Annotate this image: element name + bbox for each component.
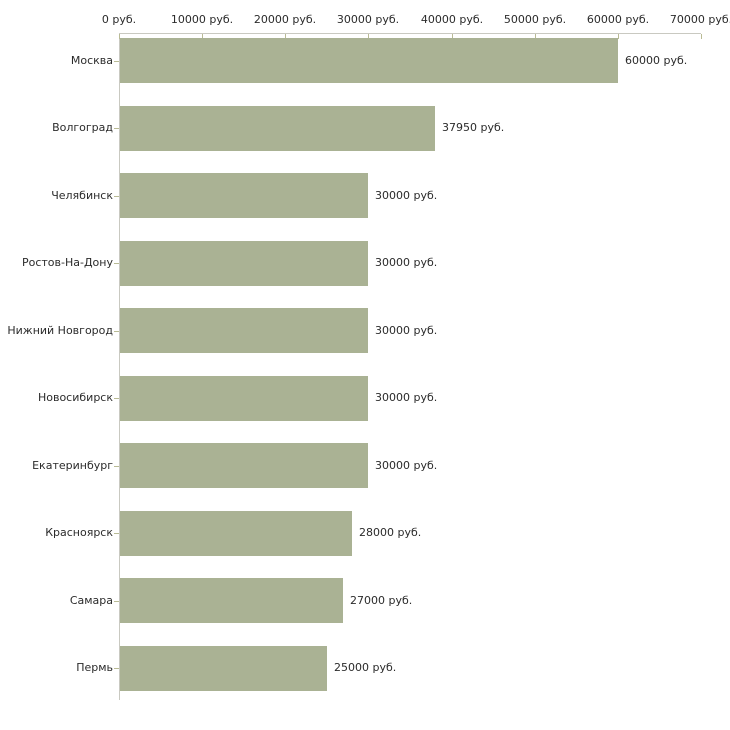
- y-tick-mark: [114, 601, 119, 602]
- y-tick-mark: [114, 668, 119, 669]
- x-tick-mark: [285, 34, 286, 39]
- bar: [120, 173, 368, 218]
- x-tick-label: 70000 руб.: [669, 13, 730, 26]
- x-tick-label: 50000 руб.: [503, 13, 567, 26]
- bar: [120, 376, 368, 421]
- x-axis-line: [119, 33, 701, 34]
- value-label: 37950 руб.: [442, 121, 505, 134]
- bar: [120, 106, 435, 151]
- category-label: Новосибирск: [37, 391, 113, 404]
- category-label: Москва: [70, 54, 113, 67]
- x-tick-mark: [202, 34, 203, 39]
- y-axis-line: [119, 33, 120, 700]
- bar: [120, 308, 368, 353]
- x-tick-mark: [452, 34, 453, 39]
- value-label: 30000 руб.: [375, 256, 438, 269]
- y-tick-mark: [114, 61, 119, 62]
- bar: [120, 511, 352, 556]
- bar: [120, 38, 618, 83]
- value-label: 28000 руб.: [359, 526, 422, 539]
- value-label: 27000 руб.: [350, 594, 413, 607]
- y-tick-mark: [114, 466, 119, 467]
- x-tick-mark: [535, 34, 536, 39]
- category-label: Екатеринбург: [32, 459, 113, 472]
- category-label: Самара: [69, 594, 113, 607]
- x-tick-mark: [119, 34, 120, 39]
- category-label: Волгоград: [52, 121, 113, 134]
- y-tick-mark: [114, 331, 119, 332]
- x-tick-label: 0 руб.: [101, 13, 137, 26]
- y-tick-mark: [114, 533, 119, 534]
- x-tick-label: 20000 руб.: [253, 13, 317, 26]
- value-label: 25000 руб.: [334, 661, 397, 674]
- x-tick-mark: [701, 34, 702, 39]
- value-label: 60000 руб.: [625, 54, 688, 67]
- y-tick-mark: [114, 398, 119, 399]
- bar: [120, 646, 327, 691]
- x-tick-label: 10000 руб.: [170, 13, 234, 26]
- category-label: Красноярск: [45, 526, 113, 539]
- category-label: Ростов-На-Дону: [21, 256, 113, 269]
- x-tick-mark: [618, 34, 619, 39]
- value-label: 30000 руб.: [375, 324, 438, 337]
- x-tick-label: 30000 руб.: [336, 13, 400, 26]
- x-tick-label: 60000 руб.: [586, 13, 650, 26]
- category-label: Пермь: [76, 661, 113, 674]
- category-label: Челябинск: [51, 189, 113, 202]
- value-label: 30000 руб.: [375, 391, 438, 404]
- y-tick-mark: [114, 263, 119, 264]
- value-label: 30000 руб.: [375, 459, 438, 472]
- y-tick-mark: [114, 196, 119, 197]
- category-label: Нижний Новгород: [7, 324, 113, 337]
- y-tick-mark: [114, 128, 119, 129]
- x-tick-label: 40000 руб.: [420, 13, 484, 26]
- bar: [120, 443, 368, 488]
- bar: [120, 241, 368, 286]
- x-tick-mark: [368, 34, 369, 39]
- value-label: 30000 руб.: [375, 189, 438, 202]
- bar: [120, 578, 343, 623]
